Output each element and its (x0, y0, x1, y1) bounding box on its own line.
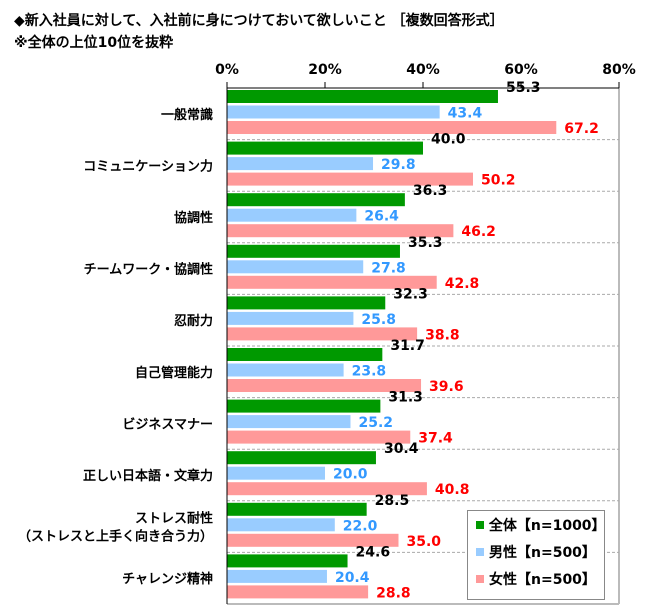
data-label: 35.3 (408, 235, 443, 251)
legend-swatch (476, 574, 484, 583)
bar (227, 502, 367, 516)
data-label: 55.3 (506, 80, 541, 96)
chart-title: ◆新入社員に対して、入社前に身につけておいて欲しいこと ［複数回答形式］ (14, 13, 504, 29)
bar (227, 415, 351, 429)
data-label: 40.8 (435, 482, 470, 498)
data-label: 46.2 (461, 224, 496, 240)
bar (227, 90, 498, 103)
bar (227, 224, 454, 238)
bar (227, 363, 344, 377)
bar (227, 466, 325, 480)
category-label: チャレンジ精神 (122, 571, 213, 587)
data-label: 27.8 (371, 260, 406, 276)
data-label: 30.4 (384, 441, 419, 457)
category-label: 協調性 (174, 210, 213, 226)
data-label: 31.7 (390, 338, 425, 354)
data-label: 29.8 (381, 157, 416, 173)
data-label: 36.3 (413, 183, 448, 199)
bar (227, 533, 399, 547)
bar (227, 296, 386, 310)
data-label: 25.8 (361, 312, 396, 328)
category-label: ビジネスマナー (122, 416, 213, 432)
category-label: コミュニケーション力 (83, 158, 213, 174)
data-label: 39.6 (429, 379, 464, 395)
bar (227, 554, 348, 568)
category-label: （ストレスと上手く向き合う力） (18, 529, 213, 545)
legend-swatch (476, 547, 484, 556)
legend-label: 女性【n=500】 (489, 571, 596, 588)
tick-label: 60% (504, 62, 538, 78)
legend: 全体【n=1000】 男性【n=500】 女性【n=500】 (467, 510, 606, 600)
category-label: 一般常識 (161, 107, 213, 123)
bar (227, 193, 405, 207)
bar (227, 172, 473, 186)
category-label: 正しい日本語・文章力 (83, 468, 213, 484)
bar (227, 244, 400, 258)
chart-subtitle: ※全体の上位10位を抜粋 (14, 35, 174, 51)
tick-label: 40% (406, 62, 440, 78)
bar (227, 569, 327, 583)
bar (227, 327, 418, 341)
bar (227, 157, 374, 171)
data-label: 40.0 (431, 132, 466, 148)
bar (227, 105, 440, 119)
category-label: 自己管理能力 (135, 365, 213, 381)
data-label: 22.0 (343, 518, 378, 534)
bar (227, 141, 423, 155)
data-label: 31.3 (388, 390, 423, 406)
legend-item: 女性【n=500】 (468, 565, 604, 592)
data-label: 43.4 (448, 106, 483, 122)
data-label: 38.8 (425, 327, 460, 343)
data-label: 37.4 (418, 431, 453, 447)
bar (227, 585, 369, 599)
legend-item: 全体【n=1000】 (468, 511, 606, 538)
bar (227, 348, 383, 361)
data-label: 28.8 (376, 585, 411, 601)
data-label: 24.6 (356, 544, 391, 560)
data-label: 35.0 (407, 534, 442, 550)
category-label: 忍耐力 (174, 313, 213, 329)
bar (227, 482, 427, 496)
bar (227, 275, 437, 289)
data-label: 26.4 (364, 209, 399, 225)
tick-label: 80% (602, 62, 636, 78)
tick-label: 0% (215, 62, 239, 78)
category-label: チームワーク・協調性 (84, 262, 213, 278)
bar (227, 208, 357, 222)
data-label: 42.8 (445, 276, 480, 292)
data-label: 23.8 (352, 364, 387, 380)
bar (227, 121, 557, 134)
bar (227, 379, 422, 392)
data-label: 28.5 (375, 493, 410, 509)
tick-label: 20% (308, 62, 342, 78)
data-label: 25.2 (358, 415, 393, 431)
legend-item: 男性【n=500】 (468, 538, 604, 565)
data-label: 20.4 (335, 570, 370, 586)
bar (227, 451, 376, 465)
bar (227, 399, 381, 413)
category-label: ストレス耐性 (135, 511, 213, 527)
bar (227, 518, 335, 532)
bar (227, 260, 364, 274)
data-label: 32.3 (393, 286, 428, 302)
bar (227, 430, 411, 444)
data-label: 50.2 (481, 173, 516, 189)
legend-label: 男性【n=500】 (489, 544, 596, 561)
data-label: 20.0 (333, 467, 368, 483)
legend-label: 全体【n=1000】 (488, 517, 606, 534)
legend-swatch (476, 520, 484, 529)
bar (227, 311, 354, 325)
data-label: 67.2 (564, 121, 599, 137)
